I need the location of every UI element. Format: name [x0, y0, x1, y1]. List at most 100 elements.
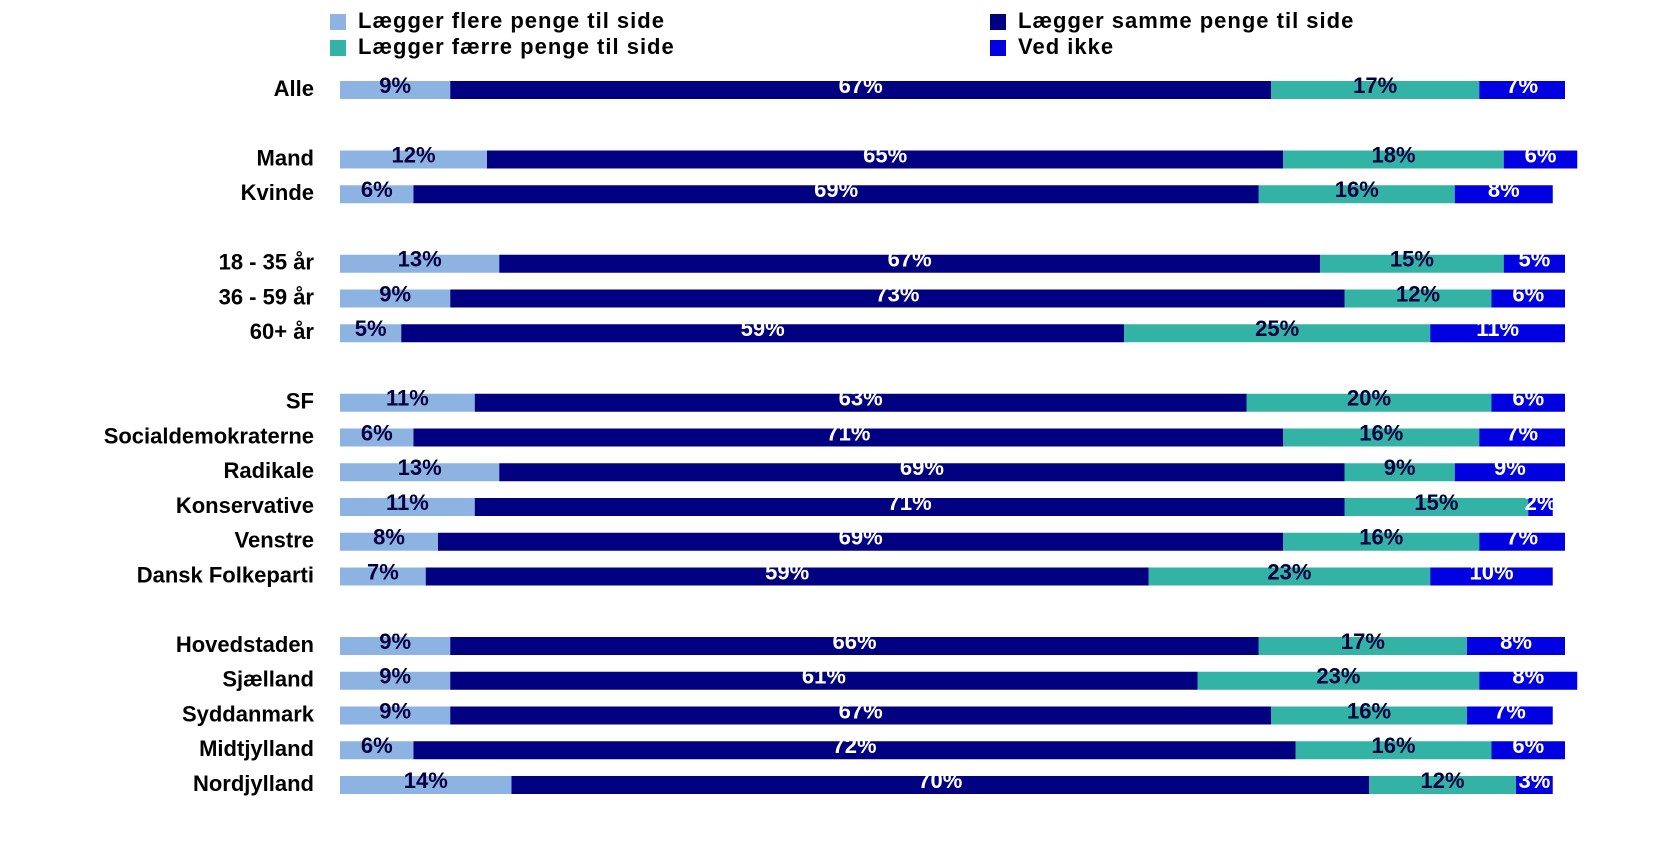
category-label: Nordjylland [193, 771, 314, 796]
value-label: 14% [404, 768, 448, 793]
bar-segment [1430, 324, 1565, 343]
bar-segment [401, 324, 1124, 343]
bar-segment [1491, 393, 1565, 412]
value-label: 67% [839, 73, 883, 98]
legend-label: Lægger færre penge til side [358, 34, 675, 59]
legend-swatch [330, 40, 346, 56]
value-label: 69% [900, 455, 944, 480]
category-label: SF [286, 389, 314, 414]
category-label: 60+ år [250, 319, 315, 344]
value-label: 6% [1512, 386, 1544, 411]
category-label: 36 - 59 år [219, 284, 315, 309]
value-label: 6% [361, 420, 393, 445]
bar-segment [499, 463, 1345, 482]
bar-segment [1467, 637, 1565, 655]
value-label: 67% [839, 698, 883, 723]
bar-segment [1271, 81, 1480, 99]
category-label: Mand [257, 145, 314, 170]
category-label: Midtjylland [199, 736, 314, 761]
legend-swatch [990, 40, 1006, 56]
bar-segment [340, 463, 500, 482]
category-label: Konservative [176, 493, 314, 518]
bar-segment [340, 637, 451, 655]
value-label: 5% [355, 316, 387, 341]
bar-segment [1124, 324, 1431, 343]
bar-segment [1283, 532, 1480, 551]
value-label: 9% [379, 281, 411, 306]
bar-segment [340, 254, 500, 273]
bar-segment [1479, 428, 1565, 447]
value-label: 20% [1347, 386, 1391, 411]
bar-segment [1295, 741, 1492, 760]
bar-segment [1344, 289, 1492, 308]
bar-segment [1271, 706, 1467, 725]
value-label: 6% [1525, 142, 1557, 167]
legend-label: Ved ikke [1018, 34, 1114, 59]
value-label: 9% [379, 629, 411, 654]
value-label: 73% [875, 281, 919, 306]
bar-segment [1258, 185, 1455, 204]
value-label: 65% [863, 142, 907, 167]
value-label: 9% [1494, 455, 1526, 480]
value-label: 10% [1469, 559, 1513, 584]
bar-segment [1283, 428, 1480, 447]
value-label: 61% [802, 664, 846, 689]
bar-segment [1430, 567, 1553, 586]
bar-segment [1479, 671, 1578, 690]
value-label: 72% [832, 733, 876, 758]
bar-segment [487, 150, 1284, 169]
bar-segment [340, 150, 487, 169]
value-label: 3% [1518, 768, 1550, 793]
value-label: 67% [888, 247, 932, 272]
value-label: 16% [1359, 420, 1403, 445]
bar-segment [340, 185, 414, 204]
value-label: 25% [1255, 316, 1299, 341]
bar-segment [340, 324, 402, 343]
bar-segment [1454, 463, 1565, 482]
bar-segment [1479, 532, 1565, 551]
bar-segment [499, 254, 1320, 273]
category-label: Socialdemokraterne [104, 423, 314, 448]
bar-segment [1369, 776, 1516, 794]
value-label: 17% [1341, 629, 1385, 654]
bar-segment [1467, 706, 1553, 725]
bar-segment [1344, 498, 1529, 516]
legend-swatch [330, 14, 346, 30]
bar-segment [1516, 776, 1553, 794]
bar-segment [425, 567, 1149, 586]
bar-segment [450, 706, 1271, 725]
legend-label: Lægger flere penge til side [358, 8, 665, 33]
value-label: 7% [367, 559, 399, 584]
value-label: 8% [1500, 629, 1532, 654]
value-label: 69% [814, 177, 858, 202]
value-label: 69% [839, 525, 883, 550]
bar-segment [1344, 463, 1455, 482]
value-label: 23% [1267, 559, 1311, 584]
bar-segment [450, 637, 1259, 655]
bar-segment [1246, 393, 1492, 412]
legend-swatch [990, 14, 1006, 30]
category-label: Kvinde [241, 180, 314, 205]
value-label: 16% [1335, 177, 1379, 202]
value-label: 9% [379, 73, 411, 98]
bar-segment [340, 532, 438, 551]
bar-segment [340, 567, 426, 586]
value-label: 16% [1347, 698, 1391, 723]
value-label: 7% [1494, 698, 1526, 723]
bar-segment [413, 428, 1284, 447]
bar-segment [1491, 741, 1565, 760]
value-label: 15% [1414, 490, 1458, 515]
value-label: 13% [398, 455, 442, 480]
bar-segment [1454, 185, 1553, 204]
category-label: Hovedstaden [176, 632, 314, 657]
value-label: 7% [1506, 420, 1538, 445]
value-label: 8% [1512, 664, 1544, 689]
category-label: Sjælland [222, 667, 314, 692]
bar-segment [450, 81, 1271, 99]
value-label: 63% [839, 386, 883, 411]
bar-segment [340, 741, 414, 760]
value-label: 6% [1512, 733, 1544, 758]
value-label: 12% [391, 142, 435, 167]
category-label: Alle [274, 76, 314, 101]
